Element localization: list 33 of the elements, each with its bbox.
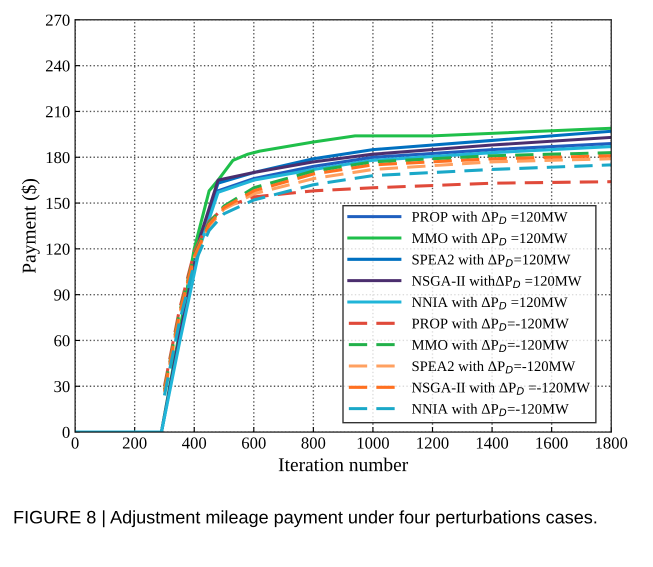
y-tick-label: 240: [46, 60, 70, 72]
y-tick-label: 30: [54, 380, 70, 392]
x-axis-title: Iteration number: [278, 458, 408, 472]
y-tick-label: 0: [62, 426, 70, 438]
x-tick-label: 1000: [358, 437, 389, 449]
legend-label: SPEA2 with ΔP$_{D}$=120MW: [412, 254, 570, 267]
legend-label: NNIA with ΔP$_{D}$=-120MW: [412, 404, 569, 416]
x-tick-label: 800: [302, 437, 326, 449]
legend-label: SPEA2 with ΔP$_{D}$=-120MW: [412, 360, 576, 374]
x-tick-label: 0: [72, 437, 79, 449]
y-tick-label: 180: [46, 152, 70, 164]
y-axis-title: Payment ($): [21, 179, 40, 274]
x-tick-label: 1400: [476, 437, 508, 449]
legend-label: PROP with ΔP$_{D}$ =120MW: [412, 212, 568, 224]
y-tick-label: 270: [46, 14, 70, 26]
x-tick-label: 200: [122, 437, 147, 449]
legend-label: PROP with ΔP$_{D}$=-120MW: [412, 318, 569, 331]
y-tick-label: 120: [46, 244, 70, 255]
caption: FIGURE 8 | Adjustment mileage payment under four perturbations cases.: [14, 510, 596, 528]
x-tick-label: 600: [242, 437, 266, 449]
legend-label: NSGA-II withΔP$_{D}$ =120MW: [412, 276, 582, 288]
y-tick-label: 150: [46, 198, 70, 209]
legend-label: NNIA with ΔP$_{D}$ =120MW: [412, 296, 568, 310]
y-tick-label: 90: [54, 289, 70, 301]
x-tick-label: 1600: [536, 437, 568, 449]
x-tick-label: 1800: [596, 437, 628, 449]
y-tick-label: 210: [46, 106, 70, 118]
x-tick-label: 1200: [417, 437, 449, 449]
x-tick-label: 400: [182, 437, 206, 449]
legend-label: MMO with ΔP$_{D}$=-120MW: [412, 340, 569, 352]
legend-label: MMO with ΔP$_{D}$ =120MW: [412, 232, 568, 246]
legend-label: NSGA-II with ΔP$_{D}$ =-120MW: [412, 382, 590, 395]
y-tick-label: 60: [54, 335, 70, 346]
